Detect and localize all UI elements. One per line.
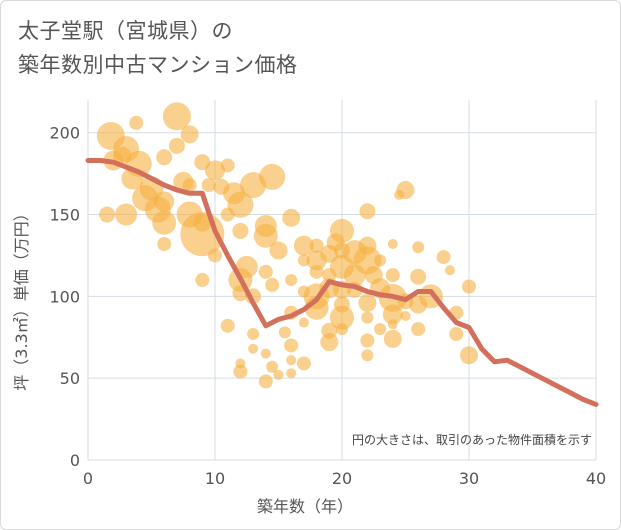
- bubble-point: [269, 241, 288, 260]
- bubble-point: [220, 158, 235, 173]
- bubble-point: [374, 254, 387, 267]
- bubble-point: [152, 210, 177, 235]
- bubble-point: [297, 254, 310, 267]
- bubble-point: [409, 295, 428, 314]
- bubble-point: [462, 279, 476, 294]
- bubble-point: [265, 277, 280, 292]
- bubble-point: [411, 322, 426, 337]
- bubble-point: [410, 268, 427, 285]
- bubble-point: [259, 163, 286, 190]
- bubble-point: [182, 178, 197, 193]
- bubble-point: [266, 360, 279, 373]
- axis-ticks: 0 10 20 30 40 0 50 100 150 200: [49, 124, 606, 488]
- bubble-point: [298, 317, 309, 328]
- bubble-point: [444, 265, 455, 276]
- chart-title-line1: 太子堂駅（宮城県）の: [18, 19, 233, 43]
- bubble-point: [220, 207, 235, 222]
- bubble-point: [180, 125, 199, 144]
- bubble-point: [296, 356, 311, 371]
- bubble-point: [293, 235, 314, 256]
- bubble-point: [387, 319, 398, 330]
- trend-line-series: [85, 158, 599, 407]
- bubble-point: [260, 348, 271, 359]
- bubble-point: [330, 305, 354, 330]
- bubble-point: [273, 369, 284, 380]
- bubble-point: [162, 102, 191, 131]
- bubble-point: [248, 343, 259, 354]
- bubble-point: [360, 333, 375, 348]
- bubble-point: [282, 208, 301, 227]
- bubble-point: [227, 191, 254, 218]
- x-tick-label: 20: [332, 469, 352, 488]
- bubble-point: [195, 273, 210, 287]
- bubble-point: [320, 333, 339, 352]
- bubble-point: [285, 274, 298, 286]
- bubble-point: [412, 241, 425, 254]
- bubble-point: [374, 323, 387, 336]
- bubble-point: [330, 218, 354, 243]
- bubble-point: [358, 293, 377, 312]
- bubble-point: [394, 189, 405, 200]
- bubble-point: [336, 323, 348, 336]
- bubble-point: [436, 250, 451, 265]
- bubble-point: [286, 355, 297, 366]
- x-tick-label: 40: [586, 469, 606, 488]
- y-axis-label: 坪（3.3㎡）単価（万円）: [12, 205, 31, 390]
- bubble-point: [205, 160, 225, 181]
- bubble-point: [233, 364, 248, 379]
- bubble-point: [449, 327, 464, 341]
- bubble-point: [253, 223, 278, 248]
- bubble-point: [258, 264, 273, 279]
- y-tick-label: 150: [49, 206, 80, 225]
- y-tick-label: 200: [49, 124, 80, 143]
- bubble-point: [99, 206, 116, 223]
- bubble-point: [258, 374, 273, 389]
- bubble-point: [309, 238, 324, 253]
- bubble-point: [284, 338, 299, 353]
- bubble-point: [382, 304, 403, 325]
- bubble-point: [309, 264, 324, 279]
- bubble-point: [400, 311, 411, 321]
- y-tick-label: 50: [60, 369, 80, 388]
- x-axis-label: 築年数（年）: [257, 497, 353, 516]
- bubble-point: [361, 349, 374, 362]
- bubble-point: [154, 191, 175, 212]
- bubble-point: [129, 115, 144, 130]
- bubble-point: [359, 203, 376, 220]
- bubble-point: [383, 329, 402, 348]
- x-tick-label: 10: [205, 469, 225, 488]
- bubble-point: [361, 311, 374, 324]
- bubble-point: [157, 237, 172, 251]
- bubble-point: [201, 178, 216, 193]
- bubble-point: [168, 137, 185, 154]
- y-tick-label: 100: [49, 287, 80, 306]
- bubble-point: [460, 346, 478, 365]
- bubble-point: [278, 326, 291, 339]
- bubble-point: [156, 149, 173, 166]
- bubble-point: [220, 318, 235, 333]
- bubble-point: [247, 328, 260, 340]
- chart-title: 太子堂駅（宮城県）の 築年数別中古マンション価格: [18, 14, 298, 82]
- bubble-point: [115, 203, 138, 226]
- average-price-line: [85, 158, 599, 407]
- bubble-point: [232, 222, 249, 239]
- bubble-point: [113, 146, 132, 165]
- bubble-point: [286, 368, 297, 379]
- bubble-size-note: 円の大きさは、取引のあった物件面積を示す: [352, 432, 592, 447]
- x-tick-label: 30: [459, 469, 479, 488]
- bubble-point: [208, 248, 222, 263]
- bubble-point: [387, 239, 398, 249]
- chart-title-line2: 築年数別中古マンション価格: [18, 53, 298, 77]
- bubble-point: [385, 268, 400, 283]
- y-tick-label: 0: [70, 451, 80, 470]
- x-tick-label: 0: [83, 469, 93, 488]
